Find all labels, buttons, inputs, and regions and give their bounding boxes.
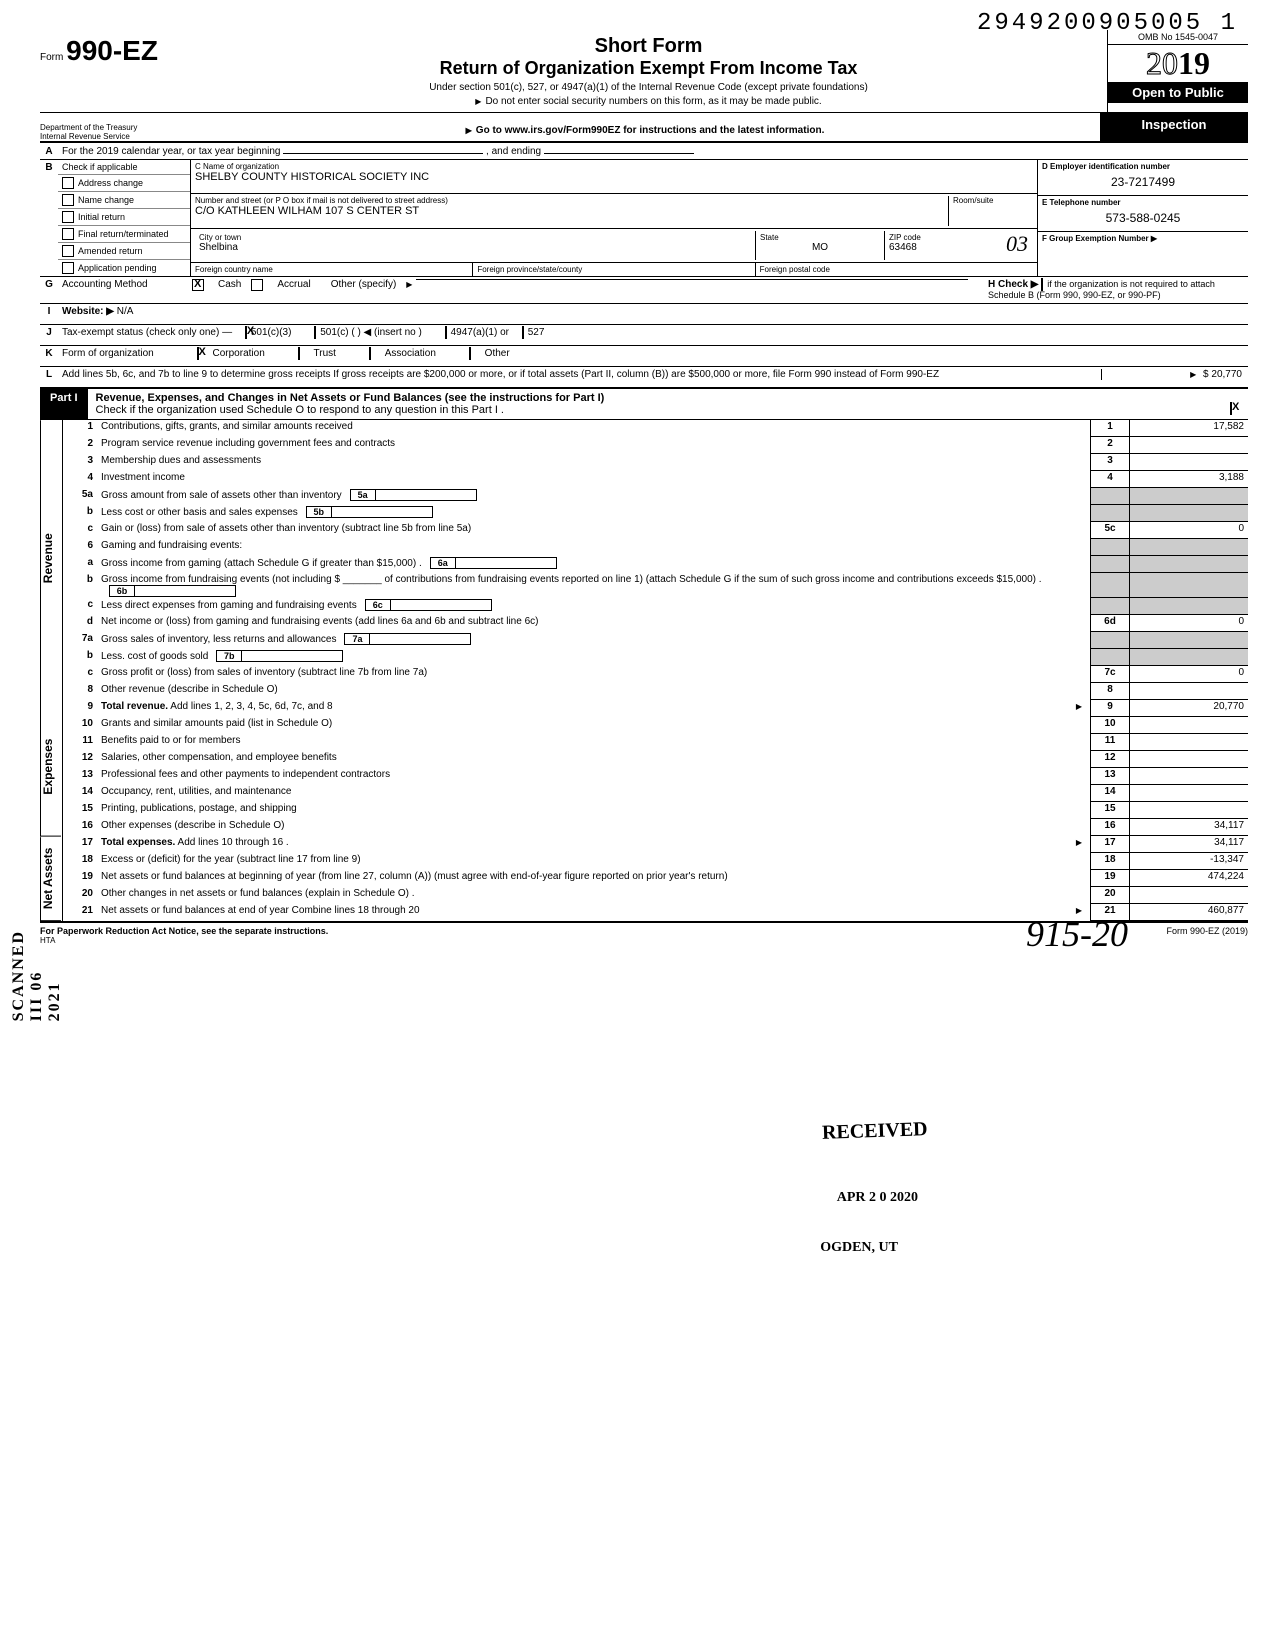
form-line: 19Net assets or fund balances at beginni… — [63, 870, 1248, 887]
form-line: 15Printing, publications, postage, and s… — [63, 802, 1248, 819]
accounting-method-label: Accounting Method — [58, 279, 192, 290]
line-l-amount: $ 20,770 — [1101, 369, 1248, 380]
website-label: Website: ▶ N/A — [58, 306, 133, 317]
corporation-check[interactable] — [197, 347, 199, 360]
received-stamp: RECEIVED — [822, 1118, 928, 1145]
form-line: bLess. cost of goods sold7b — [63, 649, 1248, 666]
dept-box: Department of the Treasury Internal Reve… — [40, 113, 190, 141]
line-b-letter: B — [40, 160, 58, 276]
year-box: OMB No 1545-0047 20201919 Open to Public — [1107, 30, 1248, 112]
foreign-row: Foreign country name Foreign province/st… — [191, 263, 1037, 276]
form-line: 10Grants and similar amounts paid (list … — [63, 717, 1248, 734]
form-line: 1Contributions, gifts, grants, and simil… — [63, 420, 1248, 437]
527-check[interactable] — [522, 326, 524, 339]
other-check[interactable] — [469, 347, 471, 360]
cash-check[interactable] — [192, 279, 204, 291]
association-check[interactable] — [369, 347, 371, 360]
address-row: Number and street (or P O box if mail is… — [191, 194, 1037, 228]
ogden-stamp: OGDEN, UT — [820, 1240, 898, 1256]
form-line: bGross income from fundraising events (n… — [63, 573, 1248, 598]
title-box: Short Form Return of Organization Exempt… — [190, 30, 1107, 112]
form-line: 4Investment income43,188 — [63, 471, 1248, 488]
form-line: 17Total expenses. Add lines 10 through 1… — [63, 836, 1248, 853]
group-exemption-box: F Group Exemption Number ▶ — [1038, 232, 1248, 245]
date-stamp: APR 2 0 2020 — [837, 1190, 918, 1206]
ein-box: D Employer identification number 23-7217… — [1038, 160, 1248, 196]
form-line: aGross income from gaming (attach Schedu… — [63, 556, 1248, 573]
city-row: City or town Shelbina State MO ZIP code … — [191, 229, 1037, 263]
line-a-letter: A — [40, 146, 58, 157]
netassets-vert-label: Net Assets — [40, 837, 61, 921]
form-line: cLess direct expenses from gaming and fu… — [63, 598, 1248, 615]
schedule-o-check[interactable] — [1230, 402, 1232, 415]
goto-link: Go to www.irs.gov/Form990EZ for instruct… — [190, 113, 1100, 141]
address-change-check[interactable] — [62, 177, 74, 189]
form-line: 2Program service revenue including gover… — [63, 437, 1248, 454]
form-line: dNet income or (loss) from gaming and fu… — [63, 615, 1248, 632]
501c3-check[interactable] — [245, 326, 247, 339]
form-line: 3Membership dues and assessments3 — [63, 454, 1248, 471]
line-a-text: For the 2019 calendar year, or tax year … — [58, 144, 1248, 159]
org-name-row: C Name of organization SHELBY COUNTY HIS… — [191, 160, 1037, 194]
handwritten-zip-suffix: 03 — [1006, 231, 1028, 257]
form-line: 6Gaming and fundraising events: — [63, 539, 1248, 556]
form-line: bLess cost or other basis and sales expe… — [63, 505, 1248, 522]
form-line: cGain or (loss) from sale of assets othe… — [63, 522, 1248, 539]
phone-box: E Telephone number 573-588-0245 — [1038, 196, 1248, 232]
final-return-check[interactable] — [62, 228, 74, 240]
signature: 915-20 — [1026, 913, 1128, 955]
form-line: 16Other expenses (describe in Schedule O… — [63, 819, 1248, 836]
4947-check[interactable] — [445, 326, 447, 339]
amended-return-check[interactable] — [62, 245, 74, 257]
form-number-box: Form 990-EZ — [40, 30, 190, 112]
form-line: 7aGross sales of inventory, less returns… — [63, 632, 1248, 649]
form-line: cGross profit or (loss) from sales of in… — [63, 666, 1248, 683]
application-pending-check[interactable] — [62, 262, 74, 274]
form-org-row: Form of organization Corporation Trust A… — [58, 348, 1248, 359]
form-line: 5aGross amount from sale of assets other… — [63, 488, 1248, 505]
form-line: 11Benefits paid to or for members11 — [63, 734, 1248, 751]
accrual-check[interactable] — [251, 279, 263, 291]
form-line: 13Professional fees and other payments t… — [63, 768, 1248, 785]
scanned-stamp: SCANNED III 06 2021 — [10, 930, 64, 1021]
form-line: 20Other changes in net assets or fund ba… — [63, 887, 1248, 904]
revenue-vert-label: Revenue — [40, 420, 61, 697]
h-check-text: H Check ▶ if the organization is not req… — [988, 279, 1248, 301]
initial-return-check[interactable] — [62, 211, 74, 223]
expenses-vert-label: Expenses — [40, 697, 61, 837]
tax-exempt-row: Tax-exempt status (check only one) — 501… — [58, 327, 1248, 338]
501c-check[interactable] — [314, 326, 316, 339]
form-line: 18Excess or (deficit) for the year (subt… — [63, 853, 1248, 870]
name-change-check[interactable] — [62, 194, 74, 206]
document-number: 2949200905005 1 — [977, 10, 1238, 37]
form-line: 9Total revenue. Add lines 1, 2, 3, 4, 5c… — [63, 700, 1248, 717]
inspection-label: Inspection — [1100, 113, 1248, 141]
line-l-text: Add lines 5b, 6c, and 7b to line 9 to de… — [58, 369, 1101, 380]
part-1-header: Part I Revenue, Expenses, and Changes in… — [40, 388, 1248, 420]
form-line: 14Occupancy, rent, utilities, and mainte… — [63, 785, 1248, 802]
form-line: 8Other revenue (describe in Schedule O)8 — [63, 683, 1248, 700]
check-column: Check if applicable Address change Name … — [58, 160, 191, 276]
trust-check[interactable] — [298, 347, 300, 360]
form-line: 12Salaries, other compensation, and empl… — [63, 751, 1248, 768]
